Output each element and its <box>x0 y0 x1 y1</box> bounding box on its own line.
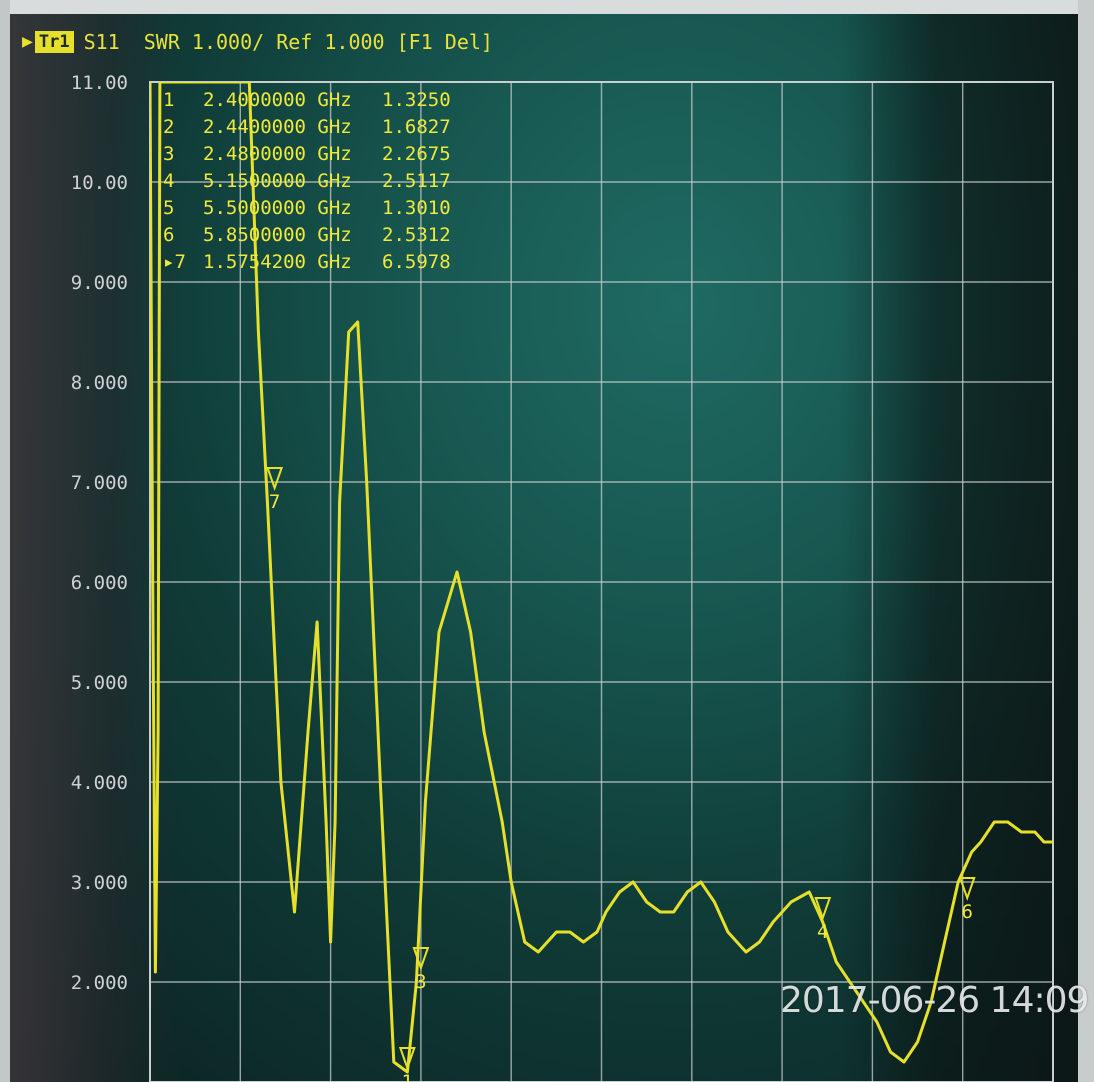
trace-header-text: S11 SWR 1.000/ Ref 1.000 [F1 Del] <box>83 30 493 54</box>
marker-frequency: 2.4800000 GHz <box>203 143 352 165</box>
marker-flag-7 <box>266 467 284 492</box>
marker-frequency: 1.5754200 GHz <box>203 251 352 273</box>
marker-flags: 1 3 4 6 7 <box>266 467 976 1082</box>
timestamp: 2017-06-26 14:09 <box>780 980 1089 1021</box>
y-tick-labels: 11.00 10.00 9.000 8.000 7.000 6.000 5.000 4.000… <box>71 72 128 994</box>
marker-flag-label: 7 <box>269 491 280 513</box>
marker-frequency: 2.4400000 GHz <box>203 116 352 138</box>
marker-frequency: 5.1500000 GHz <box>203 170 352 192</box>
marker-flag-6 <box>958 877 976 902</box>
marker-value: 2.5312 <box>382 224 451 246</box>
marker-frequency: 5.8500000 GHz <box>203 224 352 246</box>
marker-flag-label: 6 <box>961 901 972 923</box>
glare-right <box>840 14 1078 1082</box>
marker-frequency: 2.4000000 GHz <box>203 89 352 111</box>
marker-value: 2.5117 <box>382 170 451 192</box>
marker-number: 4 <box>163 170 174 192</box>
marker-table: 1 2.4000000 GHz 1.3250 2 2.4400000 GHz 1.6827… <box>163 89 451 273</box>
marker-flag-1 <box>398 1047 416 1072</box>
trace-line <box>150 82 1053 1074</box>
marker-value: 2.2675 <box>382 143 451 165</box>
right-triangle-icon[interactable]: ▶ <box>22 31 33 52</box>
trace-header: ▶ Tr1 S11 SWR 1.000/ Ref 1.000 [F1 Del] <box>22 29 493 55</box>
y-tick-label: 6.000 <box>71 572 128 594</box>
marker-number: 6 <box>163 224 174 246</box>
y-tick-label: 9.000 <box>71 272 128 294</box>
y-tick-label: 2.000 <box>71 972 128 994</box>
marker-value: 6.5978 <box>382 251 451 273</box>
marker-flag-3 <box>412 947 430 972</box>
marker-number: 3 <box>163 143 174 165</box>
marker-flag-label: 4 <box>817 921 828 943</box>
y-tick-label: 8.000 <box>71 372 128 394</box>
marker-number: 2 <box>163 116 174 138</box>
marker-value: 1.6827 <box>382 116 451 138</box>
y-tick-label: 7.000 <box>71 472 128 494</box>
y-tick-label: 3.000 <box>71 872 128 894</box>
marker-number: ▸7 <box>163 251 186 273</box>
marker-value: 1.3010 <box>382 197 451 219</box>
bezel-top <box>0 0 1094 14</box>
trace-series-line <box>150 82 1053 1074</box>
marker-number: 5 <box>163 197 174 219</box>
marker-number: 1 <box>163 89 174 111</box>
y-tick-label: 10.00 <box>71 172 128 194</box>
marker-frequency: 5.5000000 GHz <box>203 197 352 219</box>
y-tick-label: 5.000 <box>71 672 128 694</box>
bezel-left <box>0 0 10 1082</box>
chart-grid <box>149 81 1054 1082</box>
marker-flag-4 <box>814 897 832 922</box>
marker-value: 1.3250 <box>382 89 451 111</box>
marker-flag-label: 3 <box>415 971 426 993</box>
bezel-right <box>1078 0 1094 1082</box>
y-tick-label: 11.00 <box>71 72 128 94</box>
trace-tag[interactable]: Tr1 <box>34 31 74 53</box>
marker-flag-label: 1 <box>402 1071 413 1082</box>
y-tick-label: 4.000 <box>71 772 128 794</box>
